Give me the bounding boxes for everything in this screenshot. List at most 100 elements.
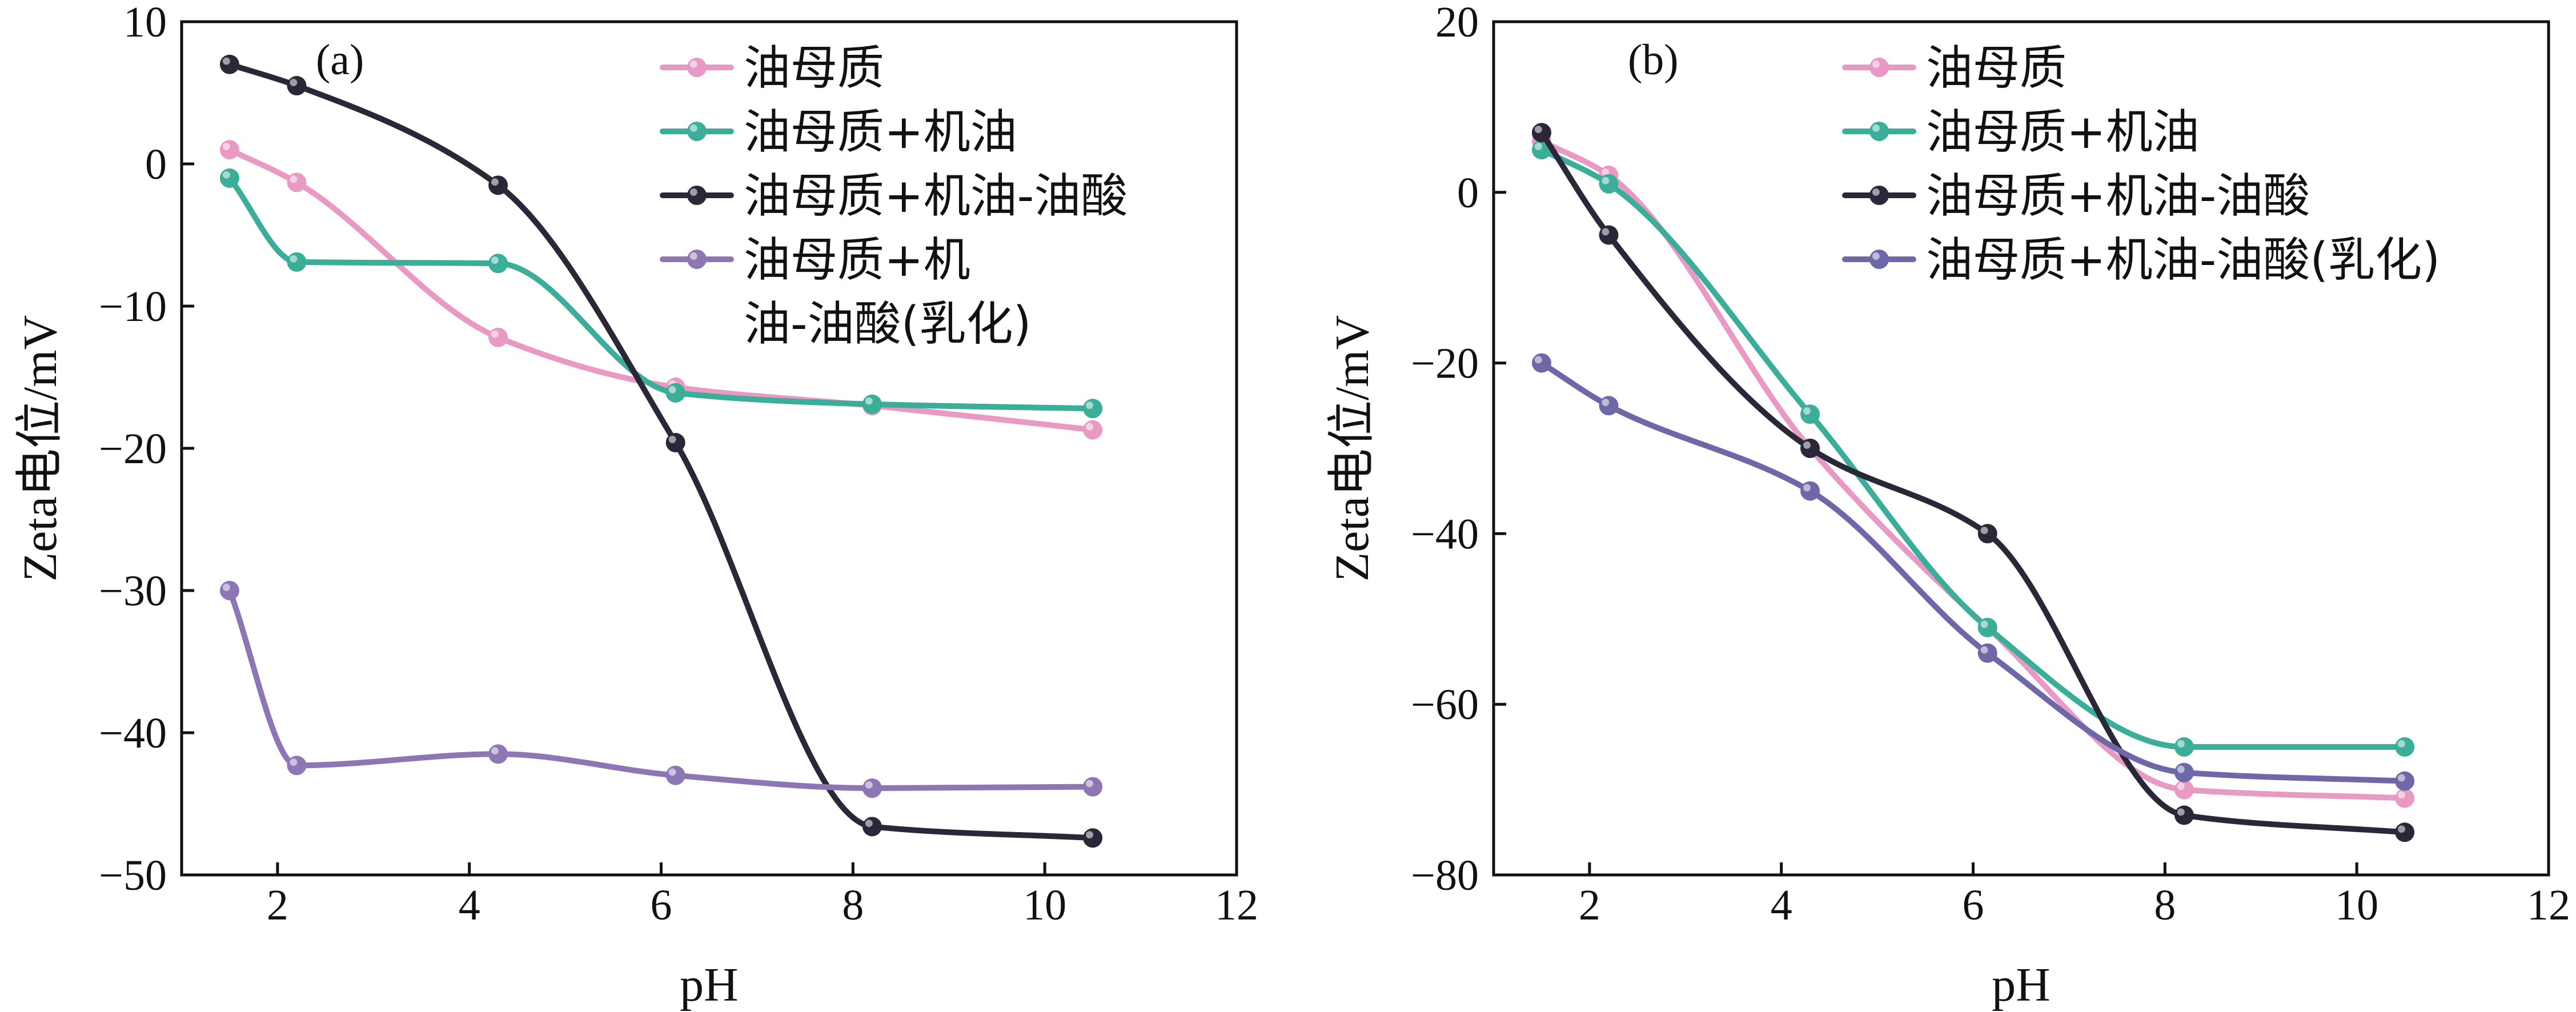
marker-body (1800, 404, 1820, 424)
data-point (287, 76, 307, 96)
marker-body (1977, 617, 1997, 637)
data-point (665, 433, 685, 453)
legend-marker (687, 250, 707, 269)
legend-label: 油母质+机 (744, 233, 970, 287)
marker-highlight (1872, 252, 1880, 260)
panel-label: (a) (316, 36, 364, 84)
marker-body (219, 140, 239, 160)
x-tick-label: 2 (1579, 881, 1600, 929)
data-point (2174, 805, 2194, 825)
marker-body (219, 581, 239, 600)
marker-body (219, 168, 239, 188)
marker-highlight (290, 758, 298, 766)
marker-body (1599, 225, 1619, 245)
marker-highlight (1980, 620, 1988, 628)
marker-highlight (1086, 831, 1093, 839)
x-axis-label: pH (1992, 958, 2051, 1011)
marker-highlight (2398, 774, 2405, 782)
marker-highlight (2398, 791, 2405, 799)
panel-label: (b) (1628, 36, 1679, 84)
marker-body (287, 756, 307, 776)
y-axis-label: Zeta电位/mV (1326, 315, 1379, 582)
legend-item: 油母质+机油-油酸(乳化) (1842, 233, 2440, 287)
marker-highlight (865, 781, 873, 789)
data-point (488, 327, 508, 347)
marker-body (2174, 805, 2194, 825)
marker-highlight (222, 171, 230, 179)
marker-body (1083, 420, 1103, 440)
legend-item: 油母质+机油-油酸(乳化) (660, 233, 1032, 351)
data-point (862, 778, 882, 798)
marker-highlight (1534, 356, 1542, 364)
data-point (862, 394, 882, 414)
x-tick-label: 2 (267, 881, 288, 929)
data-point (1800, 439, 1820, 458)
data-point (1083, 399, 1103, 419)
marker-highlight (1980, 527, 1988, 535)
marker-body (2395, 737, 2415, 757)
data-point (2174, 762, 2194, 782)
series-curve (1539, 130, 2408, 836)
marker-body (287, 252, 307, 272)
x-tick-label: 12 (1215, 881, 1258, 929)
series-2 (219, 168, 1103, 419)
data-point (1800, 404, 1820, 424)
marker-highlight (1872, 124, 1880, 132)
x-axis-label: pH (680, 958, 739, 1011)
series-2 (1531, 140, 2415, 757)
legend-label: 油母质 (744, 41, 884, 95)
legend-marker (687, 186, 707, 205)
marker-body (1869, 250, 1889, 269)
marker-body (1531, 353, 1551, 373)
data-point (2395, 737, 2415, 757)
y-tick-label: −20 (99, 425, 167, 473)
marker-body (488, 175, 508, 195)
marker-body (2174, 780, 2194, 800)
plot-frame (180, 20, 1238, 877)
data-point (2174, 737, 2194, 757)
data-point (219, 168, 239, 188)
series-4 (1531, 353, 2415, 791)
marker-highlight (491, 256, 499, 264)
marker-highlight (2177, 808, 2185, 816)
data-point (1531, 123, 1551, 143)
marker-body (687, 58, 707, 77)
legend-label: 油-油酸(乳化) (744, 297, 1032, 351)
data-point (488, 744, 508, 764)
series-curve (1539, 360, 2408, 784)
marker-highlight (491, 330, 499, 338)
marker-highlight (2398, 825, 2405, 833)
series-curve (1539, 147, 2408, 750)
marker-highlight (668, 385, 676, 393)
data-point (219, 581, 239, 600)
marker-highlight (1086, 401, 1093, 409)
data-point (665, 765, 685, 785)
marker-body (2395, 788, 2415, 808)
x-tick-label: 12 (2527, 881, 2570, 929)
marker-highlight (491, 178, 499, 186)
data-point (219, 140, 239, 160)
legend-marker (1869, 250, 1889, 269)
marker-body (287, 172, 307, 192)
data-point (665, 383, 685, 403)
x-tick-label: 10 (1023, 881, 1066, 929)
marker-highlight (689, 188, 697, 196)
marker-body (488, 327, 508, 347)
legend-item: 油母质+机油-油酸 (1842, 169, 2310, 223)
data-point (2395, 788, 2415, 808)
marker-highlight (668, 768, 676, 776)
panel-b: 2 4 6 8 10 12 20 0 −20 −40 −60 −80 pH Zeta电位/mV (b) 油母质… (1326, 0, 2570, 1011)
data-point (287, 756, 307, 776)
marker-highlight (1803, 484, 1811, 492)
marker-highlight (1086, 780, 1093, 788)
legend-item: 油母质 (660, 41, 884, 95)
marker-highlight (1803, 407, 1811, 415)
marker-highlight (1803, 441, 1811, 449)
data-point (1599, 174, 1619, 194)
marker-highlight (1534, 143, 1542, 150)
marker-body (1869, 186, 1889, 205)
marker-highlight (1086, 423, 1093, 431)
marker-highlight (689, 252, 697, 260)
